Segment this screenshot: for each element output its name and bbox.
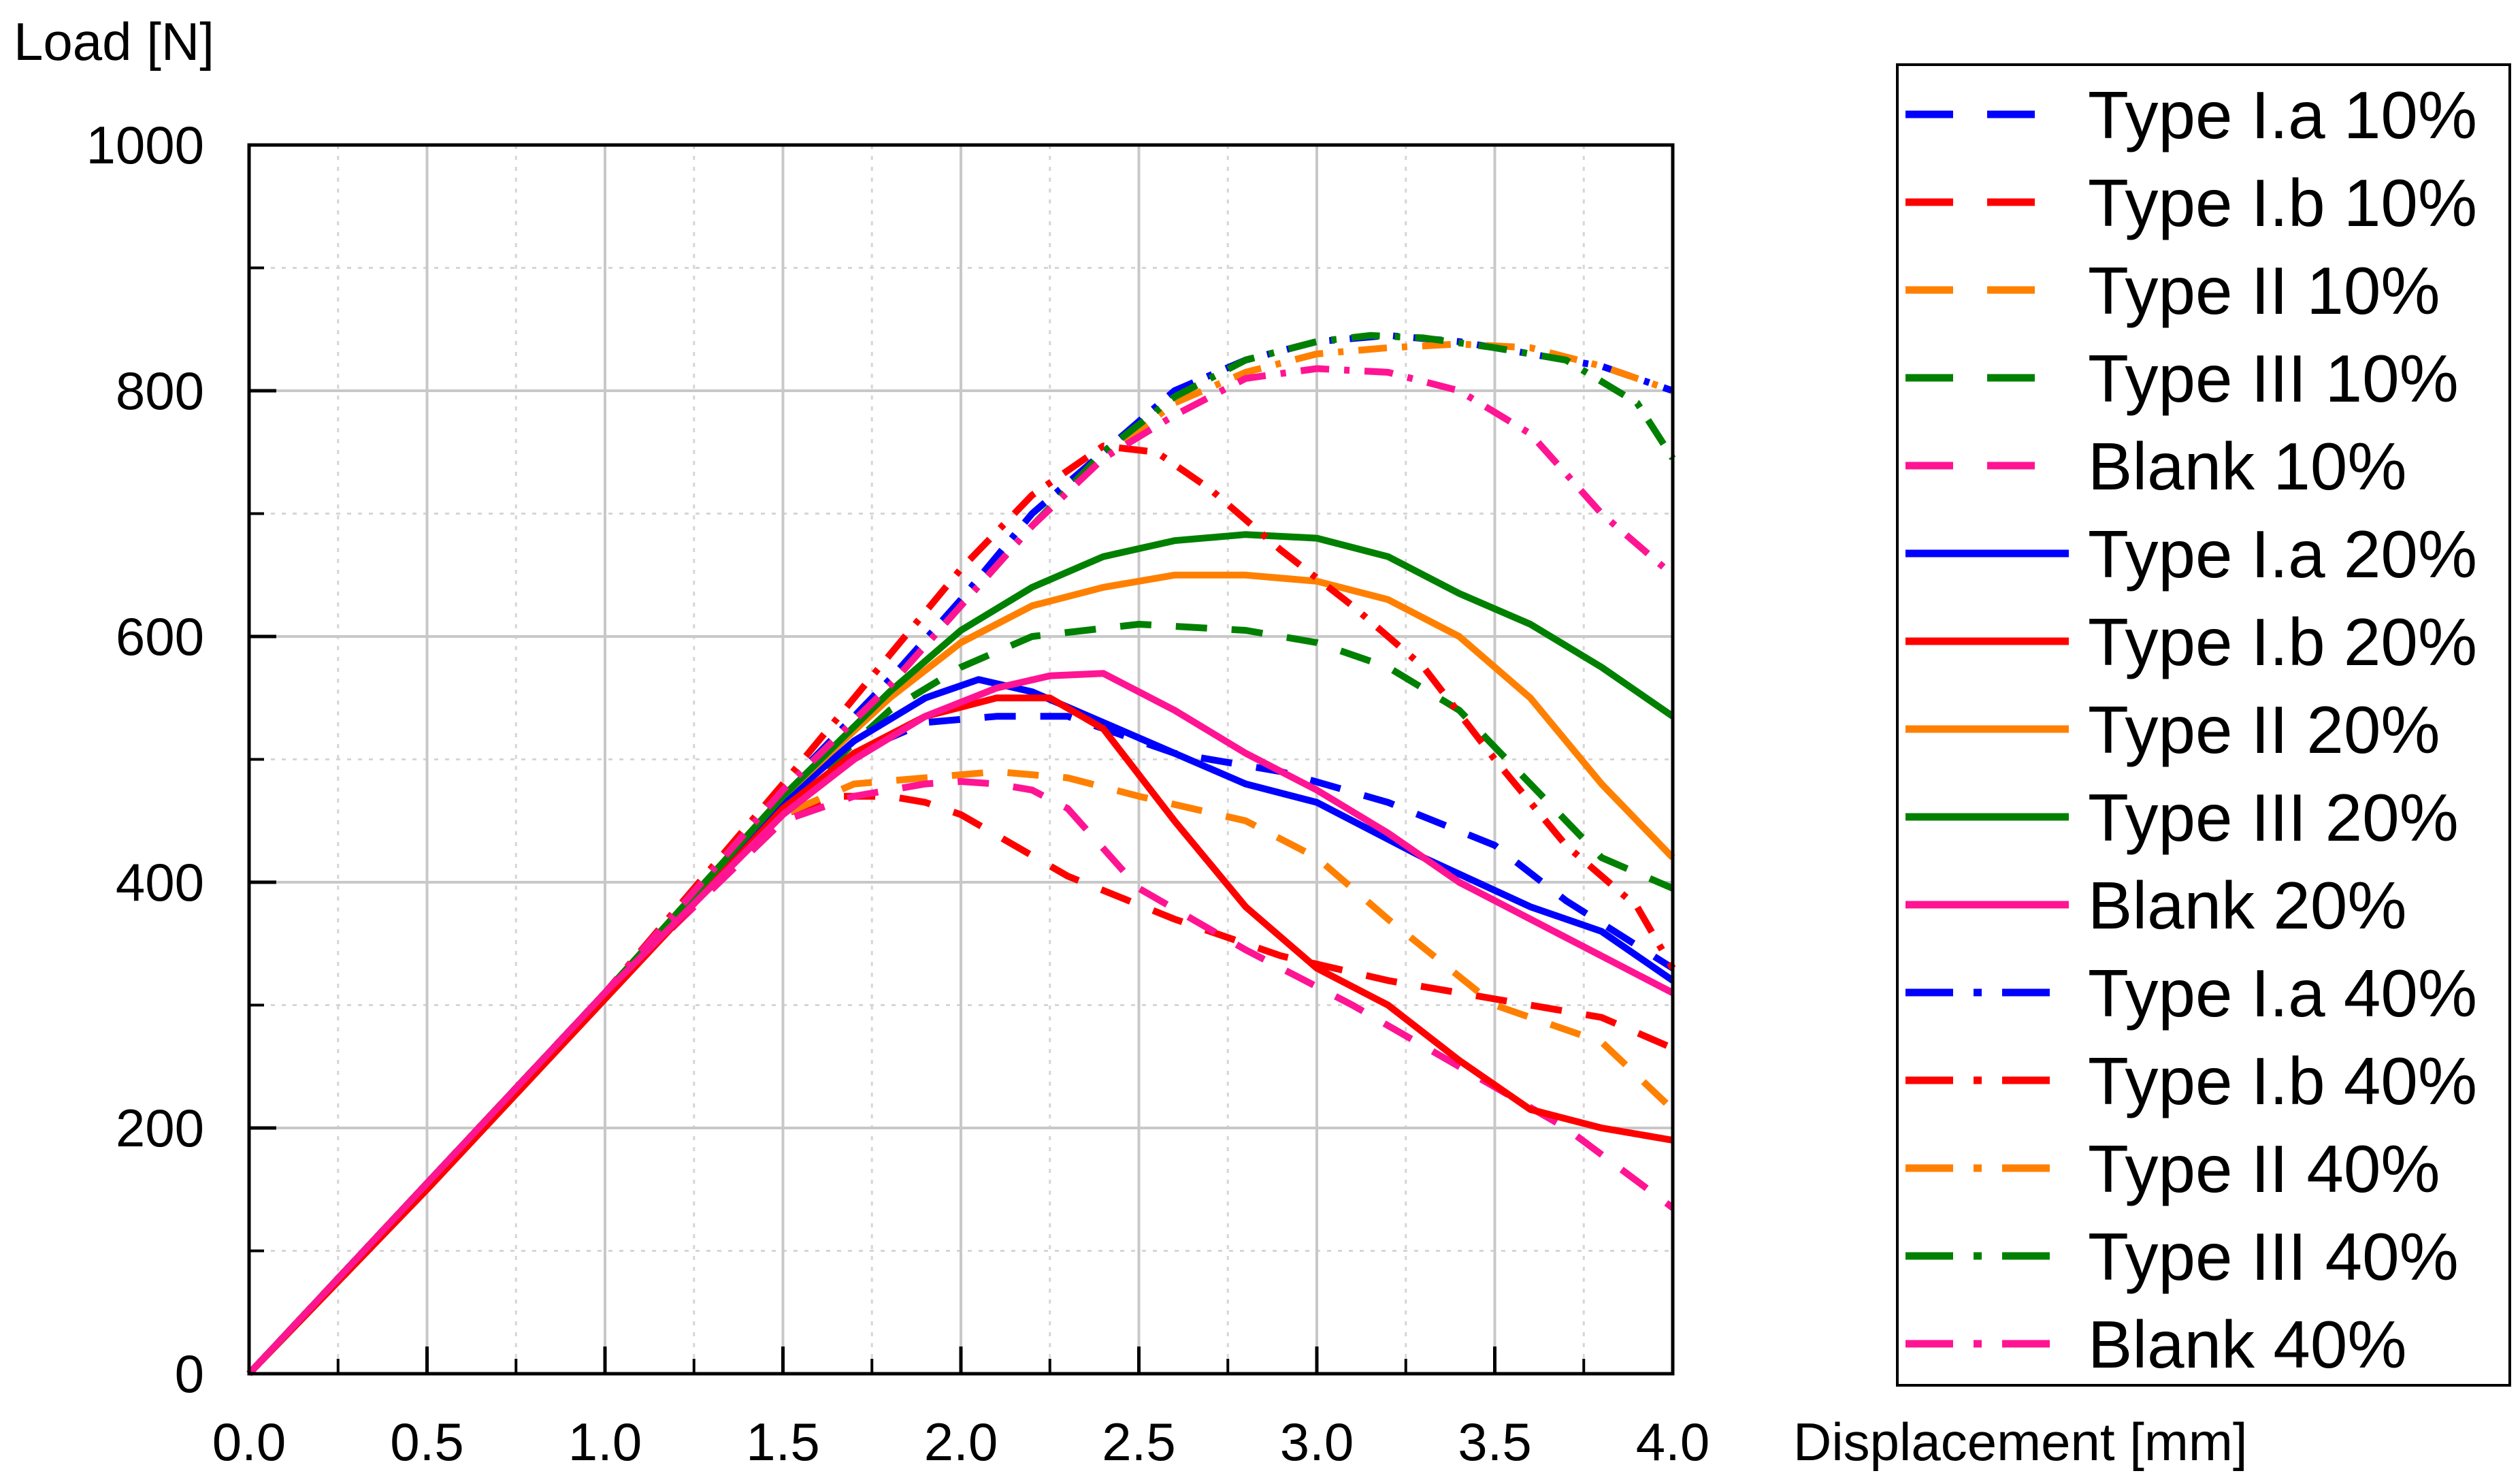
legend-label-type-iii-20: Type III 20% — [2088, 780, 2459, 855]
legend-label-type-iii-10: Type III 10% — [2088, 341, 2459, 416]
legend-label-type-ii-10: Type II 10% — [2088, 253, 2440, 328]
x-tick-labels: 0.0 0.5 1.0 1.5 2.0 2.5 3.0 3.5 4.0 — [212, 1412, 1709, 1472]
y-axis-title: Load [N] — [14, 12, 214, 71]
series-line-type-iii-40 — [246, 332, 1676, 1376]
legend-label-type-i-b-10: Type I.b 10% — [2088, 165, 2477, 240]
axis-ticks — [247, 143, 1675, 1376]
legend-label-blank-10: Blank 10% — [2088, 429, 2407, 504]
legend-label-blank-40: Blank 40% — [2088, 1307, 2407, 1382]
legend-label-blank-20: Blank 20% — [2088, 868, 2407, 943]
y-tick-label: 400 — [116, 852, 204, 912]
series-line-type-ii-10 — [246, 768, 1675, 1376]
series-layer — [246, 332, 1676, 1376]
x-tick-label: 2.0 — [924, 1412, 998, 1472]
legend-label-type-i-a-20: Type I.a 20% — [2088, 517, 2477, 592]
legend-label-type-ii-20: Type II 20% — [2088, 692, 2440, 767]
y-tick-label: 800 — [116, 361, 204, 421]
y-tick-label: 600 — [116, 607, 204, 666]
series-line-type-i-b-10 — [246, 792, 1674, 1376]
legend-label-type-i-b-40: Type I.b 40% — [2088, 1044, 2477, 1118]
series-line-blank-40 — [246, 365, 1675, 1376]
x-tick-label: 2.5 — [1102, 1412, 1175, 1472]
x-tick-label: 0.5 — [390, 1412, 463, 1472]
x-tick-label: 4.0 — [1636, 1412, 1709, 1472]
y-tick-label: 0 — [175, 1344, 204, 1404]
legend-label-type-iii-40: Type III 40% — [2088, 1219, 2459, 1294]
legend: Type I.a 10% Type I.b 10% Type II 10% Type … — [1905, 78, 2477, 1382]
legend-label-type-i-a-40: Type I.a 40% — [2088, 956, 2477, 1031]
y-tick-label: 200 — [116, 1098, 204, 1158]
x-tick-label: 1.5 — [746, 1412, 819, 1472]
x-tick-label: 1.0 — [568, 1412, 642, 1472]
series-line-blank-20 — [246, 670, 1675, 1376]
x-tick-label: 0.0 — [212, 1412, 286, 1472]
x-tick-label: 3.5 — [1458, 1412, 1531, 1472]
series-line-type-iii-10 — [246, 621, 1674, 1376]
x-axis-title: Displacement [mm] — [1793, 1412, 2248, 1472]
x-tick-label: 3.0 — [1280, 1412, 1354, 1472]
y-tick-labels: 0 200 400 600 800 1000 — [86, 115, 204, 1404]
y-tick-label: 1000 — [86, 115, 204, 175]
legend-label-type-i-b-20: Type I.b 20% — [2088, 604, 2477, 679]
legend-box — [1896, 63, 2511, 1387]
legend-label-type-i-a-10: Type I.a 10% — [2088, 78, 2477, 152]
legend-label-type-ii-40: Type II 40% — [2088, 1131, 2440, 1206]
